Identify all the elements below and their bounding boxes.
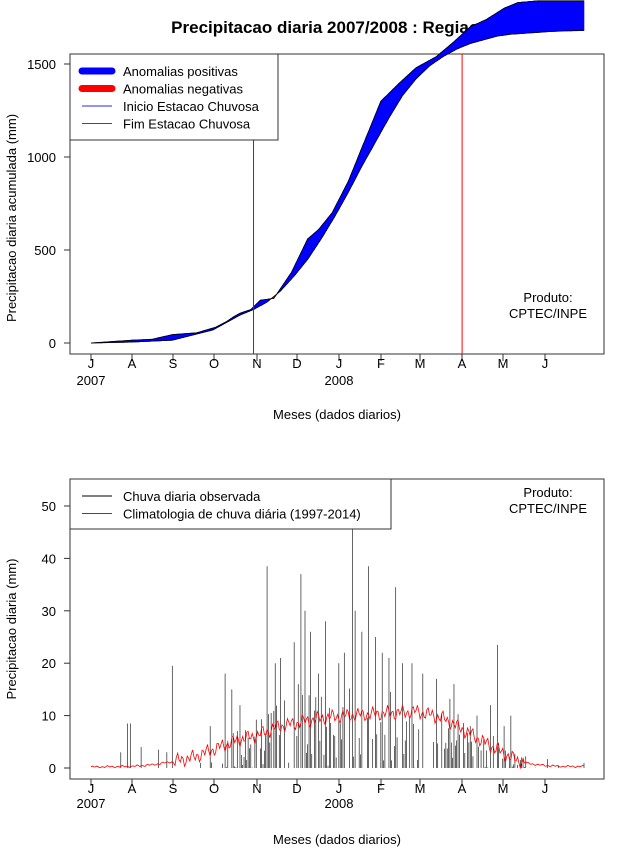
- y-tick-label: 50: [42, 499, 56, 514]
- y-tick-label: 10: [42, 709, 56, 724]
- y-axis-label: Precipitacao diaria (mm): [4, 559, 19, 700]
- plot-frame: [69, 53, 605, 355]
- x-tick-label: A: [128, 781, 137, 796]
- y-tick-label: 500: [34, 243, 56, 258]
- x-tick-label: N: [252, 356, 261, 371]
- x-tick-label: M: [415, 781, 426, 796]
- x-tick-label: J: [336, 781, 343, 796]
- legend-label: Climatologia de chuva diária (1997-2014): [123, 507, 361, 522]
- legend-label: Anomalias positivas: [123, 64, 238, 79]
- x-tick-label: J: [542, 781, 549, 796]
- y-tick-label: 1000: [27, 150, 56, 165]
- x-axis-label: Meses (dados diarios): [273, 407, 401, 422]
- x-tick-label: M: [498, 356, 509, 371]
- product-source: CPTEC/INPE: [509, 501, 587, 516]
- x-tick-label: S: [169, 781, 178, 796]
- x-tick-label: A: [128, 356, 137, 371]
- x-tick-label: J: [88, 356, 95, 371]
- year-label: 2007: [77, 373, 106, 388]
- legend-label: Fim Estacao Chuvosa: [123, 117, 251, 132]
- legend-box: [69, 478, 392, 530]
- product-source: CPTEC/INPE: [509, 306, 587, 321]
- x-tick-label: F: [377, 356, 385, 371]
- y-tick-label: 30: [42, 604, 56, 619]
- year-label: 2007: [77, 796, 106, 811]
- year-label: 2008: [325, 373, 354, 388]
- y-axis-label: Precipitacao diaria acumulada (mm): [4, 114, 19, 322]
- x-tick-label: M: [498, 781, 509, 796]
- legend-label: Chuva diaria observada: [123, 489, 261, 504]
- x-tick-label: J: [336, 356, 343, 371]
- y-tick-label: 20: [42, 656, 56, 671]
- x-tick-label: O: [209, 781, 219, 796]
- x-tick-label: S: [169, 356, 178, 371]
- chart-title: Precipitacao diaria 2007/2008 : Regiao 6…: [171, 18, 503, 37]
- observed-cumulative-line: [90, 0, 584, 344]
- year-label: 2008: [325, 796, 354, 811]
- legend-label: Anomalias negativas: [123, 82, 243, 97]
- y-tick-label: 0: [49, 761, 56, 776]
- x-axis-label: Meses (dados diarios): [273, 832, 401, 847]
- y-tick-label: 40: [42, 551, 56, 566]
- x-tick-label: D: [292, 356, 301, 371]
- y-tick-label: 0: [49, 336, 56, 351]
- x-tick-label: N: [252, 781, 261, 796]
- y-tick-label: 1500: [27, 57, 56, 72]
- product-label: Produto:: [523, 485, 572, 500]
- climatology-daily-line: [90, 704, 585, 770]
- x-tick-label: D: [292, 781, 301, 796]
- cumulative-panel: 0 500 1000 1500 J A S O N D J F M A M J 2007 2008 Meses (d…: [4, 0, 605, 422]
- x-tick-label: J: [88, 781, 95, 796]
- x-tick-label: J: [542, 356, 549, 371]
- legend-label: Inicio Estacao Chuvosa: [123, 99, 260, 114]
- x-tick-label: A: [458, 781, 467, 796]
- positive-anomaly-segment: [582, 0, 585, 31]
- x-tick-label: O: [209, 356, 219, 371]
- x-tick-label: M: [415, 356, 426, 371]
- x-tick-label: A: [458, 356, 467, 371]
- product-label: Produto:: [523, 290, 572, 305]
- x-tick-label: F: [377, 781, 385, 796]
- climatology-cumulative-line: [91, 30, 584, 344]
